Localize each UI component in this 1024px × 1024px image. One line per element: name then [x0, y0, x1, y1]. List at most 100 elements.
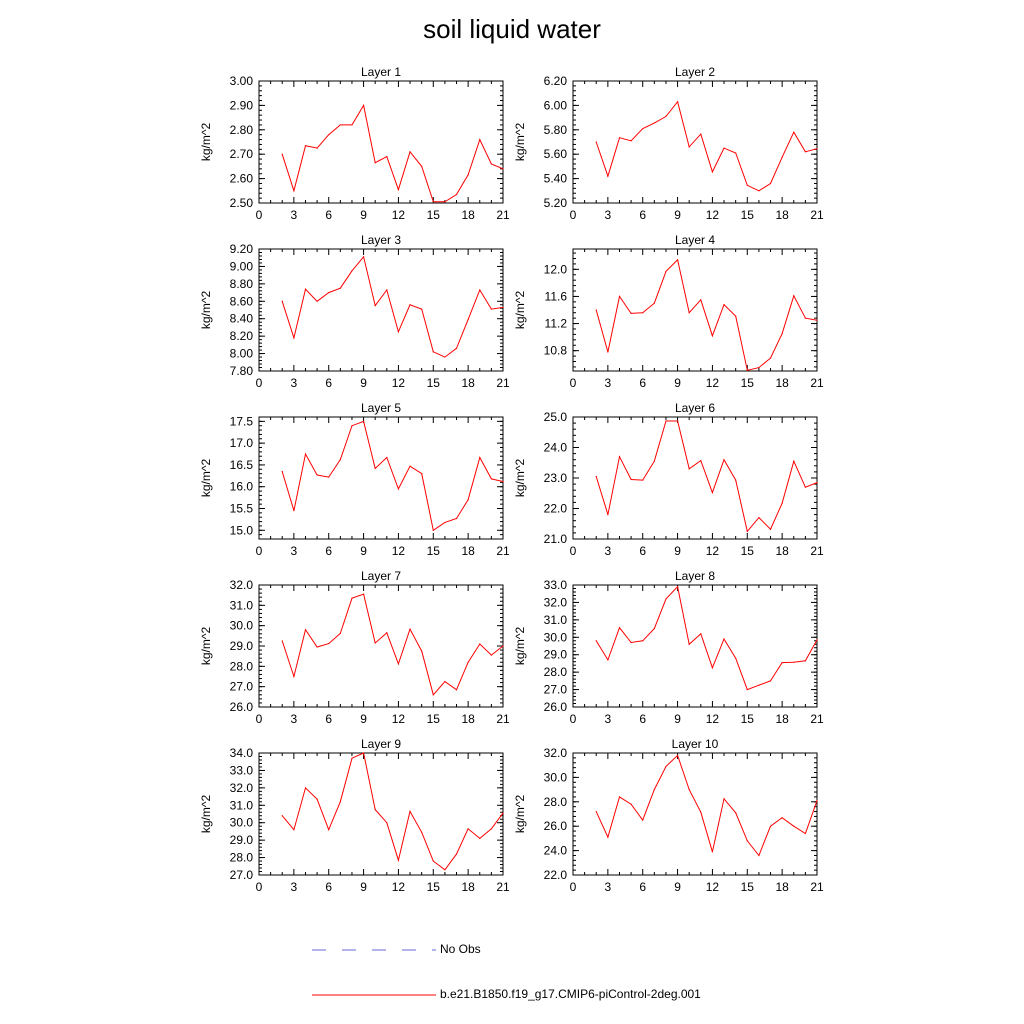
data-point: [386, 156, 388, 158]
data-point: [688, 146, 690, 148]
y-tick-label: 30.0: [544, 630, 568, 644]
y-tick-label: 28.0: [230, 851, 254, 865]
data-point: [432, 201, 434, 203]
y-axis-label: kg/m^2: [199, 795, 213, 834]
data-point: [804, 660, 806, 662]
x-tick-label: 12: [706, 712, 720, 726]
x-tick-label: 15: [741, 376, 755, 390]
data-point: [328, 134, 330, 136]
data-point: [711, 171, 714, 173]
data-point: [781, 502, 783, 504]
data-point: [479, 643, 481, 645]
x-tick-label: 12: [392, 208, 406, 222]
panel-layer-5: Layer 5 kg/m^2 0 3 6 9 12 15 18 21 15.0 15.5 16.0 16.…: [199, 401, 510, 558]
x-tick-label: 3: [291, 208, 298, 222]
plot-frame: [258, 584, 504, 708]
x-tick-label: 3: [605, 208, 612, 222]
y-tick-label: 26.0: [544, 819, 568, 833]
data-point: [653, 460, 655, 462]
y-tick-label: 8.00: [230, 347, 254, 361]
data-point: [700, 460, 702, 462]
x-tick-label: 21: [810, 712, 824, 726]
data-point: [723, 303, 725, 306]
y-tick-label: 28.0: [230, 659, 254, 673]
x-tick-label: 0: [570, 880, 577, 894]
data-point: [293, 190, 295, 192]
x-tick-label: 3: [605, 712, 612, 726]
data-point: [607, 175, 609, 177]
data-point: [642, 127, 644, 130]
data-point: [397, 188, 400, 191]
data-point: [642, 819, 644, 821]
data-point: [688, 789, 690, 791]
data-point: [386, 632, 388, 634]
data-point: [374, 642, 376, 644]
data-point: [642, 479, 644, 481]
data-point: [642, 312, 644, 314]
data-point: [618, 295, 621, 298]
y-tick-label: 7.80: [230, 364, 254, 378]
data-point: [467, 828, 469, 830]
data-point: [281, 815, 283, 817]
data-point: [816, 481, 818, 484]
x-tick-label: 0: [256, 208, 263, 222]
data-point: [630, 803, 632, 805]
y-tick-label: 26.0: [544, 700, 568, 714]
data-point: [665, 420, 667, 422]
data-point: [316, 474, 318, 476]
data-point: [758, 854, 760, 857]
data-point: [700, 811, 702, 813]
data-point: [432, 529, 434, 531]
x-tick-label: 15: [741, 712, 755, 726]
x-tick-label: 6: [325, 712, 332, 726]
data-point: [444, 201, 446, 203]
y-tick-label: 23.0: [544, 471, 568, 485]
data-point: [421, 165, 423, 167]
data-point: [421, 831, 423, 833]
data-point: [409, 628, 411, 630]
data-point: [769, 528, 772, 530]
data-point: [281, 300, 283, 302]
series-line-1: [595, 754, 818, 857]
x-tick-label: 6: [325, 544, 332, 558]
x-tick-label: 12: [706, 376, 720, 390]
y-tick-label: 29.0: [230, 833, 254, 847]
series-line-1: [595, 420, 818, 533]
data-point: [607, 836, 609, 838]
data-point: [339, 459, 341, 461]
y-tick-label: 27.0: [230, 868, 254, 882]
data-point: [723, 147, 725, 149]
y-tick-label: 31.0: [230, 798, 254, 812]
data-point: [304, 629, 307, 631]
data-point: [793, 825, 795, 827]
data-point: [397, 859, 400, 861]
x-tick-label: 9: [360, 208, 367, 222]
x-tick-label: 3: [291, 376, 298, 390]
y-tick-label: 33.0: [230, 763, 254, 777]
data-point: [444, 356, 446, 358]
x-tick-label: 6: [325, 880, 332, 894]
panel-layer-9: Layer 9 kg/m^2 0 3 6 9 12 15 18 21 27.0 28.0 29.0 30.…: [199, 737, 510, 894]
x-tick-label: 0: [256, 880, 263, 894]
data-point: [769, 825, 772, 827]
data-point: [304, 453, 307, 455]
x-tick-label: 9: [674, 880, 681, 894]
y-tick-label: 22.0: [544, 502, 568, 516]
x-tick-label: 6: [325, 376, 332, 390]
data-point: [665, 115, 667, 117]
x-tick-label: 6: [639, 376, 646, 390]
data-point: [630, 312, 632, 314]
y-tick-label: 24.0: [544, 441, 568, 455]
y-tick-label: 2.50: [230, 196, 254, 210]
data-point: [409, 810, 411, 812]
data-point: [758, 517, 760, 519]
data-point: [676, 420, 679, 422]
data-point: [746, 688, 748, 691]
data-point: [653, 302, 655, 304]
x-tick-label: 15: [427, 376, 441, 390]
data-point: [455, 853, 458, 855]
x-tick-label: 18: [775, 376, 789, 390]
x-tick-label: 18: [461, 376, 475, 390]
plot-frame: [572, 248, 818, 372]
data-point: [595, 309, 597, 311]
